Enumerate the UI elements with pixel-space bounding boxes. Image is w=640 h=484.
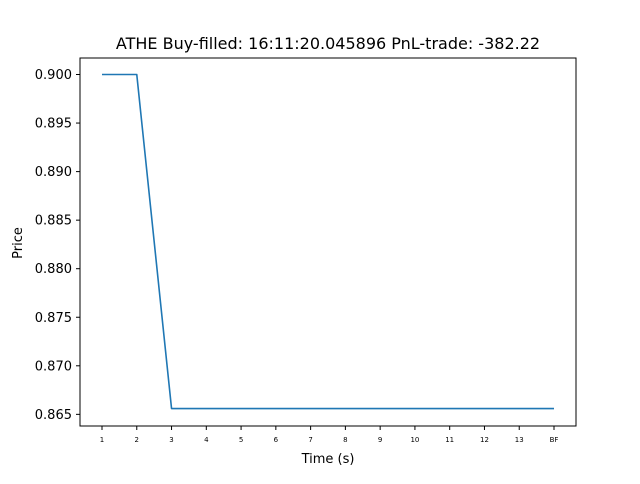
x-tick-label: 2 bbox=[135, 436, 139, 444]
x-tick-label: BF bbox=[550, 436, 559, 444]
x-tick-label: 8 bbox=[343, 436, 347, 444]
x-tick-label: 13 bbox=[515, 436, 524, 444]
y-tick-label: 0.880 bbox=[35, 262, 72, 277]
x-axis-label: Time (s) bbox=[301, 452, 355, 467]
x-tick-label: 11 bbox=[445, 436, 454, 444]
y-tick-label: 0.885 bbox=[35, 214, 72, 229]
x-tick-label: 10 bbox=[410, 436, 419, 444]
y-tick-label: 0.895 bbox=[35, 117, 72, 132]
plot-frame bbox=[79, 57, 577, 427]
x-tick-label: 1 bbox=[100, 436, 104, 444]
y-tick-label: 0.875 bbox=[35, 311, 72, 326]
plot-area: 0.865 0.870 0.875 0.880 0.885 0.890 0.895 0.900… bbox=[35, 57, 577, 444]
x-tick-label: 6 bbox=[274, 436, 279, 444]
y-tick-label: 0.900 bbox=[35, 68, 72, 83]
x-tick-label: 4 bbox=[204, 436, 209, 444]
chart-title: ATHE Buy-filled: 16:11:20.045896 PnL-tra… bbox=[116, 34, 540, 53]
x-tick-label: 5 bbox=[239, 436, 243, 444]
y-axis-label: Price bbox=[11, 227, 26, 259]
y-tick-label: 0.870 bbox=[35, 359, 72, 374]
series-line bbox=[102, 73, 554, 410]
x-tick-label: 12 bbox=[480, 436, 489, 444]
x-tick-label: 9 bbox=[378, 436, 382, 444]
y-tick-label: 0.890 bbox=[35, 165, 72, 180]
x-tick-label: 3 bbox=[169, 436, 173, 444]
y-tick-label: 0.865 bbox=[35, 408, 72, 423]
x-tick-label: 7 bbox=[308, 436, 312, 444]
